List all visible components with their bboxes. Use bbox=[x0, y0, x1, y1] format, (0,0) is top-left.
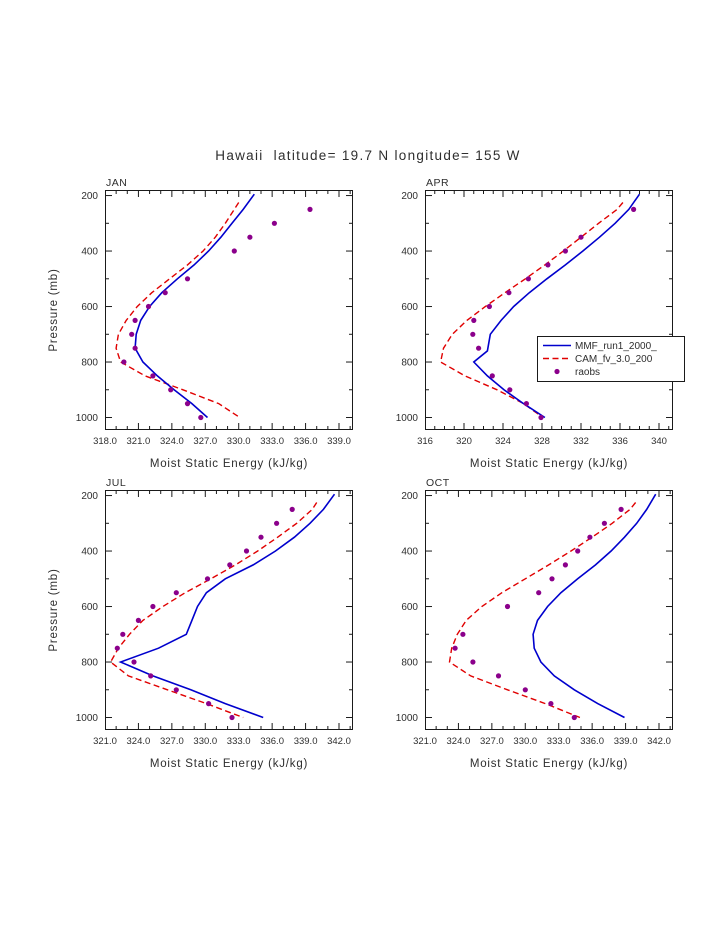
x-tick-label: 339.0 bbox=[327, 436, 351, 447]
y-tick-label: 200 bbox=[401, 491, 418, 502]
x-tick-label: 327.0 bbox=[160, 736, 184, 747]
x-tick-label: 336.0 bbox=[260, 736, 284, 747]
legend: MMF_run1_2000_ CAM_fv_3.0_200 raobs bbox=[537, 336, 685, 382]
month-label-oct: OCT bbox=[426, 477, 450, 489]
legend-raobs-dot-sample bbox=[554, 368, 560, 375]
x-axis-label-apr: Moist Static Energy (kJ/kg) bbox=[470, 458, 628, 470]
x-tick-label: 327.0 bbox=[480, 736, 504, 747]
x-tick-label: 336.0 bbox=[580, 736, 604, 747]
legend-cam-label: CAM_fv_3.0_200 bbox=[575, 354, 653, 365]
panel-apr: 316 320 324 328 332 336 340 200 400 600 800 1000 bbox=[396, 190, 673, 447]
raobs-dots bbox=[452, 506, 624, 721]
cam-line bbox=[109, 502, 318, 719]
legend-mmf-label: MMF_run1_2000_ bbox=[575, 341, 657, 352]
panel-oct: 321.0 324.0 327.0 330.0 333.0 336.0 339.0 342.0… bbox=[396, 490, 673, 747]
axis-ticks bbox=[425, 490, 673, 730]
raobs-dots bbox=[121, 206, 313, 421]
month-label-jul: JUL bbox=[106, 477, 126, 489]
x-tick-label: 330.0 bbox=[227, 436, 251, 447]
x-tick-label: 333.0 bbox=[547, 736, 571, 747]
panels: 318.0 321.0 324.0 327.0 330.0 333.0 336.0 339.0… bbox=[76, 190, 673, 747]
y-tick-label: 800 bbox=[81, 658, 98, 669]
x-tick-label: 330.0 bbox=[513, 736, 537, 747]
x-tick-label: 336 bbox=[612, 436, 628, 447]
x-tick-label: 340 bbox=[651, 436, 667, 447]
x-tick-label: 342.0 bbox=[327, 736, 351, 747]
x-tick-label: 336.0 bbox=[294, 436, 318, 447]
x-tick-label: 330.0 bbox=[193, 736, 217, 747]
x-tick-label: 321.0 bbox=[127, 436, 151, 447]
plot-frame bbox=[425, 190, 673, 430]
cam-line bbox=[439, 202, 624, 419]
plot-frame bbox=[425, 490, 673, 730]
x-axis-label-oct: Moist Static Energy (kJ/kg) bbox=[470, 758, 628, 770]
y-tick-label: 800 bbox=[401, 658, 418, 669]
y-tick-label: 200 bbox=[81, 491, 98, 502]
mmf-line bbox=[532, 493, 657, 719]
axis-ticks bbox=[105, 190, 353, 430]
axis-ticks bbox=[105, 490, 353, 730]
y-tick-label: 1000 bbox=[76, 413, 99, 424]
mmf-line bbox=[118, 493, 336, 719]
y-tick-label: 400 bbox=[401, 547, 418, 558]
x-tick-label: 321.0 bbox=[93, 736, 117, 747]
x-tick-label: 328 bbox=[534, 436, 550, 447]
x-tick-label: 333.0 bbox=[227, 736, 251, 747]
x-axis-label-jan: Moist Static Energy (kJ/kg) bbox=[150, 458, 308, 470]
x-tick-label: 324.0 bbox=[160, 436, 184, 447]
y-tick-label: 800 bbox=[81, 358, 98, 369]
y-tick-label: 1000 bbox=[76, 713, 99, 724]
y-tick-label: 400 bbox=[401, 247, 418, 258]
axis-ticks bbox=[425, 190, 673, 430]
x-tick-label: 327.0 bbox=[193, 436, 217, 447]
legend-raobs-label: raobs bbox=[575, 367, 600, 378]
panel-jan: 318.0 321.0 324.0 327.0 330.0 333.0 336.0 339.0… bbox=[76, 190, 353, 447]
y-axis-label-bottom: Pressure (mb) bbox=[48, 568, 60, 651]
x-tick-label: 324.0 bbox=[447, 736, 471, 747]
raobs-dots bbox=[114, 506, 295, 721]
y-tick-label: 200 bbox=[401, 191, 418, 202]
y-tick-label: 200 bbox=[81, 191, 98, 202]
x-tick-label: 316 bbox=[417, 436, 433, 447]
y-tick-label: 800 bbox=[401, 358, 418, 369]
x-tick-label: 339.0 bbox=[614, 736, 638, 747]
cam-line bbox=[115, 202, 241, 419]
plot-frame bbox=[105, 190, 353, 430]
x-tick-label: 324 bbox=[495, 436, 511, 447]
x-tick-label: 332 bbox=[573, 436, 589, 447]
y-tick-label: 400 bbox=[81, 247, 98, 258]
x-tick-label: 333.0 bbox=[260, 436, 284, 447]
mmf-line bbox=[472, 193, 641, 419]
y-axis-label-top: Pressure (mb) bbox=[48, 268, 60, 351]
figure-title: Hawaii latitude= 19.7 N longitude= 155 W bbox=[215, 148, 520, 163]
x-axis-label-jul: Moist Static Energy (kJ/kg) bbox=[150, 758, 308, 770]
x-tick-label: 324.0 bbox=[127, 736, 151, 747]
y-tick-label: 600 bbox=[81, 302, 98, 313]
month-label-jan: JAN bbox=[106, 177, 127, 189]
y-tick-label: 1000 bbox=[396, 413, 419, 424]
mmf-line bbox=[134, 193, 255, 419]
plot-frame bbox=[105, 490, 353, 730]
x-tick-label: 339.0 bbox=[294, 736, 318, 747]
raobs-dots bbox=[470, 206, 637, 421]
x-tick-label: 318.0 bbox=[93, 436, 117, 447]
cam-line bbox=[448, 502, 637, 719]
y-tick-label: 600 bbox=[401, 302, 418, 313]
month-label-apr: APR bbox=[426, 177, 449, 189]
y-tick-label: 1000 bbox=[396, 713, 419, 724]
x-tick-label: 320 bbox=[456, 436, 472, 447]
x-tick-label: 321.0 bbox=[413, 736, 437, 747]
panel-jul: 321.0 324.0 327.0 330.0 333.0 336.0 339.0 342.0… bbox=[76, 490, 353, 747]
y-tick-label: 600 bbox=[401, 602, 418, 613]
x-tick-label: 342.0 bbox=[647, 736, 671, 747]
y-tick-label: 400 bbox=[81, 547, 98, 558]
y-tick-label: 600 bbox=[81, 602, 98, 613]
